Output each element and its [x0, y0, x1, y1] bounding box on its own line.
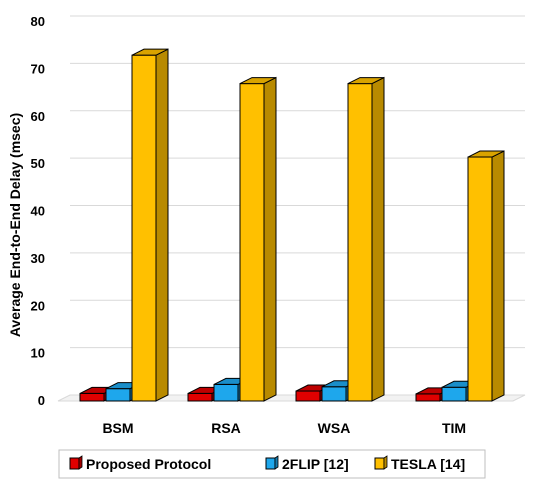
legend-item: 2FLIP [12]	[265, 455, 349, 472]
bar-top	[347, 77, 385, 85]
y-tick-label: 0	[38, 393, 45, 408]
bar-side	[491, 150, 505, 402]
legend-items: Proposed Protocol 2FLIP [12] TESLA [14]	[69, 455, 465, 472]
y-tick-label: 70	[31, 61, 45, 76]
y-tick-label: 40	[31, 204, 45, 219]
bar-front	[321, 386, 347, 402]
legend-item: Proposed Protocol	[69, 455, 211, 472]
x-axis-categories: BSM RSA WSA TIM	[102, 420, 466, 436]
bar-top	[131, 48, 169, 56]
bar	[239, 76, 277, 402]
legend-swatch	[69, 457, 80, 470]
y-axis-ticks: 0 10 20 30 40 50 60 70 80	[31, 14, 45, 408]
legend-item: TESLA [14]	[374, 455, 465, 472]
x-category-label: TIM	[442, 420, 466, 436]
legend-swatch	[265, 457, 276, 470]
y-tick-label: 30	[31, 251, 45, 266]
bar-front	[347, 83, 373, 402]
y-tick-label: 60	[31, 109, 45, 124]
bar-front	[441, 386, 467, 402]
bar-front	[467, 156, 493, 402]
bar-front	[213, 383, 239, 402]
bar-top	[239, 77, 277, 85]
bar-front	[239, 83, 265, 402]
bar-side	[371, 76, 385, 402]
y-tick-label: 10	[31, 346, 45, 361]
legend: Proposed Protocol 2FLIP [12] TESLA [14]	[58, 449, 486, 479]
bar-front	[79, 392, 105, 402]
y-axis-title: Average End-to-End Delay (msec)	[7, 113, 23, 337]
bar-side	[155, 48, 169, 402]
legend-label: 2FLIP [12]	[282, 456, 349, 472]
legend-swatch-side	[383, 455, 388, 470]
bar	[467, 150, 505, 402]
x-category-label: RSA	[211, 420, 241, 436]
bar-front	[187, 392, 213, 402]
bars	[79, 48, 505, 402]
legend-swatch-side	[78, 455, 83, 470]
bar-side	[263, 76, 277, 402]
bar	[347, 76, 385, 402]
y-tick-label: 50	[31, 156, 45, 171]
legend-label: Proposed Protocol	[86, 456, 211, 472]
x-category-label: WSA	[318, 420, 351, 436]
bar-front	[415, 393, 441, 402]
bar-front	[131, 54, 157, 402]
y-tick-label: 20	[31, 298, 45, 313]
x-category-label: BSM	[102, 420, 133, 436]
bar-top	[467, 150, 505, 158]
y-tick-label: 80	[31, 14, 45, 29]
legend-swatch	[374, 457, 385, 470]
legend-label: TESLA [14]	[391, 456, 465, 472]
bar-front	[295, 390, 321, 402]
bar-front	[105, 388, 131, 402]
bar	[131, 48, 169, 402]
legend-swatch-side	[274, 455, 279, 470]
